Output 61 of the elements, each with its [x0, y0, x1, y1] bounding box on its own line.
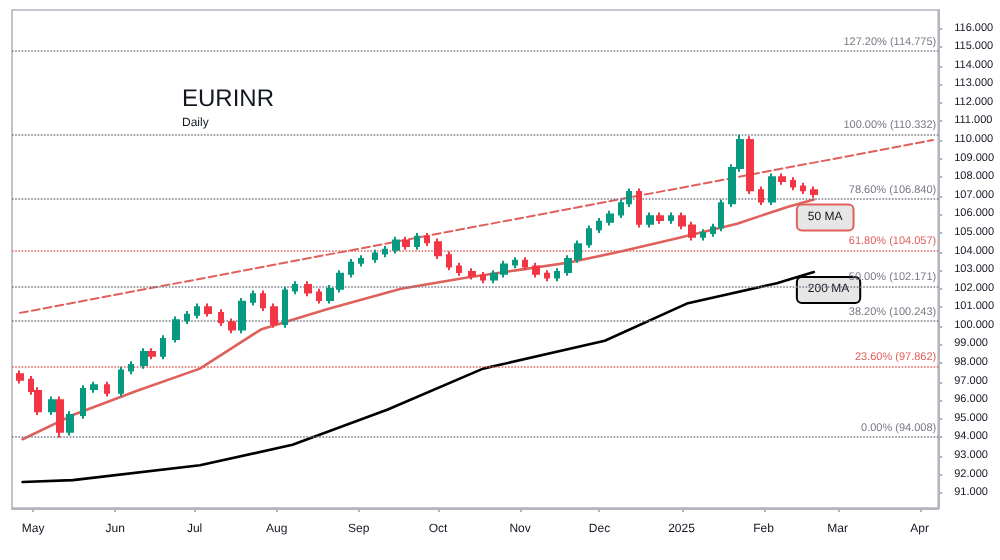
candlestick	[128, 360, 134, 376]
text: EURINR	[182, 84, 275, 112]
candlestick	[160, 334, 166, 361]
candlestick	[118, 365, 124, 398]
candlestick	[260, 289, 266, 313]
candlestick	[446, 250, 452, 272]
candlestick	[700, 228, 706, 242]
candlestick	[606, 209, 614, 227]
candlestick	[586, 224, 592, 249]
candlestick	[596, 217, 602, 234]
candlestick	[358, 254, 364, 268]
candlestick	[810, 185, 818, 199]
candlestick	[90, 380, 98, 394]
candlestick	[758, 185, 764, 207]
candlestick	[80, 384, 86, 420]
candlestick	[372, 248, 378, 264]
candlestick	[668, 211, 674, 225]
candlestick	[172, 315, 180, 344]
candlestick	[104, 380, 110, 398]
candlestick	[304, 280, 312, 298]
candlestick	[392, 235, 400, 255]
candlestick	[316, 287, 322, 305]
candlestick	[348, 258, 354, 279]
candlestick	[56, 395, 64, 439]
candlestick	[140, 347, 148, 370]
candlestick	[790, 176, 796, 192]
candlestick	[434, 237, 442, 260]
candlestick	[480, 271, 486, 285]
candlestick	[544, 269, 550, 283]
candlestick	[800, 181, 806, 195]
candlestick	[194, 302, 200, 320]
candlestick	[228, 317, 236, 335]
candlestick	[746, 135, 754, 195]
candlestick	[532, 261, 540, 279]
candlestick	[768, 172, 776, 207]
candlestick	[382, 244, 388, 259]
candlestick	[204, 302, 212, 318]
candlestick	[522, 256, 528, 272]
candlestick	[656, 211, 664, 225]
candlestick	[778, 172, 786, 186]
candlestick	[646, 211, 654, 229]
candlestick	[292, 280, 298, 296]
candlestick	[48, 395, 56, 417]
candlestick	[238, 297, 246, 335]
candlestick	[718, 198, 724, 233]
candlestick	[218, 308, 224, 327]
candlestick	[250, 289, 256, 307]
candlestick	[424, 231, 430, 247]
candlestick	[554, 267, 560, 283]
candlestick	[456, 261, 462, 277]
candlestick	[414, 231, 420, 251]
candlestick	[512, 256, 518, 270]
candlestick	[148, 347, 156, 361]
candlestick	[636, 187, 642, 229]
candlestick	[66, 410, 74, 437]
candlestick	[282, 285, 288, 329]
candlestick	[184, 310, 190, 326]
candlestick	[468, 267, 476, 281]
candlestick	[270, 302, 278, 329]
candlestick	[402, 235, 410, 251]
candlestick	[16, 369, 24, 385]
